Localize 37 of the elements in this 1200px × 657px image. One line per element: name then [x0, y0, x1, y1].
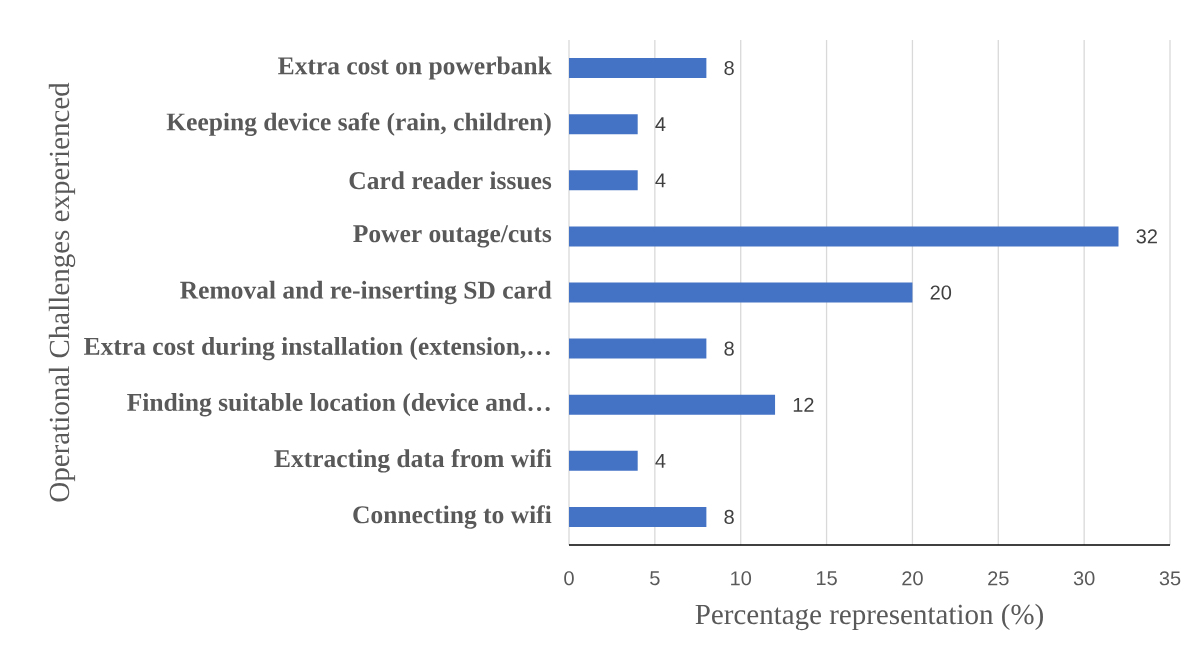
- data-label: 8: [724, 509, 734, 525]
- bar: [569, 450, 638, 471]
- y-tick-label: Finding suitable location (device and…: [127, 393, 550, 417]
- data-label: 8: [724, 60, 734, 76]
- x-tick-label: 5: [650, 571, 660, 586]
- data-label: 12: [793, 397, 814, 412]
- y-tick-label: Extra cost during installation (extension,…: [84, 336, 550, 361]
- bar: [569, 394, 776, 415]
- bar: [569, 114, 638, 135]
- bar: [569, 506, 707, 527]
- y-axis-title: Operational Challenges experienced: [48, 82, 76, 502]
- data-label: 4: [655, 453, 666, 468]
- y-tick-label: Keeping device safe (rain, children): [166, 112, 551, 136]
- x-tick-label: 15: [816, 571, 837, 586]
- bar: [569, 282, 913, 303]
- data-label: 8: [724, 341, 734, 356]
- x-axis-title: Percentage representation (%): [695, 603, 1043, 631]
- y-tick-label: Connecting to wifi: [353, 505, 552, 529]
- x-tick-label: 0: [564, 571, 574, 586]
- data-label: 32: [1136, 229, 1157, 244]
- x-tick-label: 25: [988, 571, 1009, 586]
- x-tick-label: 30: [1073, 571, 1095, 586]
- bar: [569, 226, 1119, 247]
- bar: [569, 58, 707, 79]
- x-tick-label: 20: [902, 571, 923, 586]
- y-tick-label: Power outage/cuts: [353, 225, 552, 248]
- y-tick-label: Removal and re-inserting SD card: [180, 280, 552, 305]
- data-label: 4: [655, 117, 666, 132]
- x-tick-label: 35: [1159, 571, 1181, 586]
- data-label: 20: [930, 285, 952, 300]
- x-tick-label: 10: [731, 571, 752, 586]
- bar: [569, 170, 638, 191]
- data-label: 4: [655, 173, 666, 188]
- bar: [569, 338, 707, 359]
- y-tick-label: Extracting data from wifi: [274, 449, 552, 473]
- y-tick-label: Extra cost on powerbank: [278, 56, 552, 80]
- y-tick-label: Card reader issues: [349, 171, 552, 190]
